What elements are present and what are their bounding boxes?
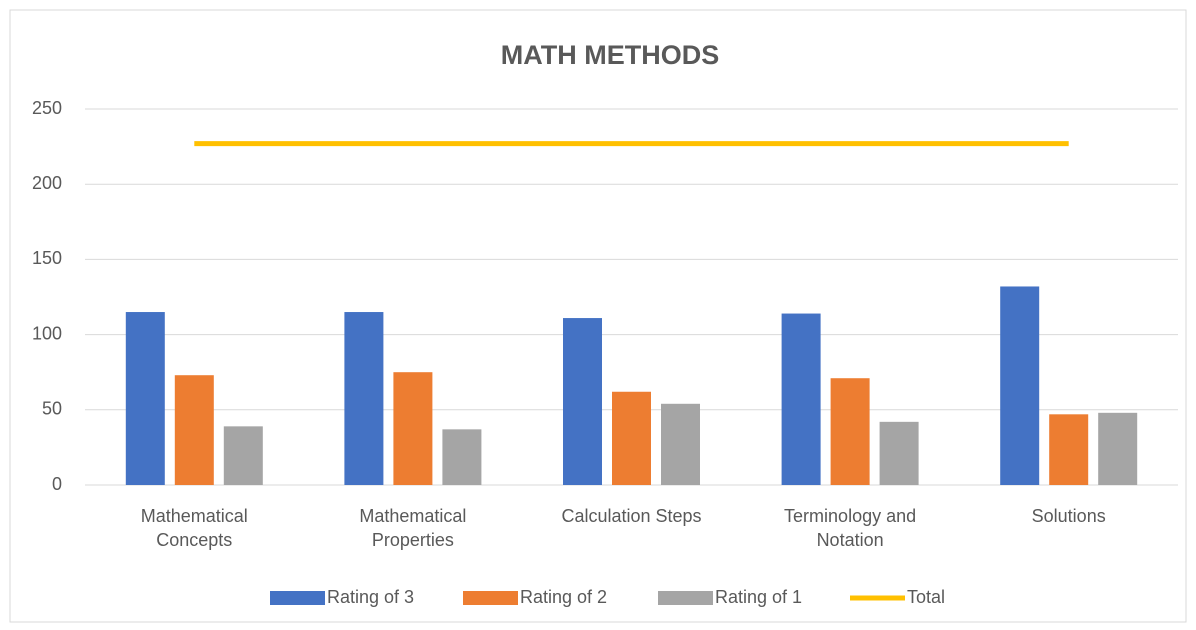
bar	[174, 375, 214, 485]
bar	[612, 391, 651, 485]
legend-label: Rating of 1	[715, 587, 802, 607]
bar	[879, 421, 919, 485]
bar	[125, 312, 165, 485]
chart-title: MATH METHODS	[501, 40, 719, 70]
y-tick-label: 0	[52, 474, 62, 494]
bar	[344, 312, 384, 485]
chart-border	[9, 9, 1187, 623]
legend-label: Total	[907, 587, 945, 607]
legend-label: Rating of 2	[520, 587, 607, 607]
bar	[223, 426, 263, 485]
x-tick-label: Terminology and Notation	[784, 506, 917, 550]
x-tick-label: Solutions	[1031, 506, 1106, 526]
y-tick-label: 250	[32, 98, 62, 118]
x-tick-label: Mathematical Properties	[359, 506, 467, 550]
x-tick-label: Calculation Steps	[561, 506, 702, 526]
bar	[1000, 286, 1040, 485]
bar	[563, 318, 602, 485]
bar	[830, 378, 870, 485]
y-tick-label: 150	[32, 248, 62, 268]
y-tick-label: 200	[32, 173, 62, 193]
x-tick-label: Mathematical Concepts	[140, 506, 248, 550]
legend-swatch	[658, 591, 713, 605]
legend-label: Rating of 3	[327, 587, 414, 607]
bar	[1049, 414, 1089, 485]
bar	[393, 372, 433, 485]
y-tick-label: 50	[42, 399, 62, 419]
y-tick-label: 100	[32, 323, 62, 343]
bar	[781, 313, 821, 485]
bar	[1098, 412, 1138, 485]
bar	[442, 429, 482, 485]
legend-swatch	[463, 591, 518, 605]
legend-swatch	[270, 591, 325, 605]
bar	[661, 403, 700, 485]
